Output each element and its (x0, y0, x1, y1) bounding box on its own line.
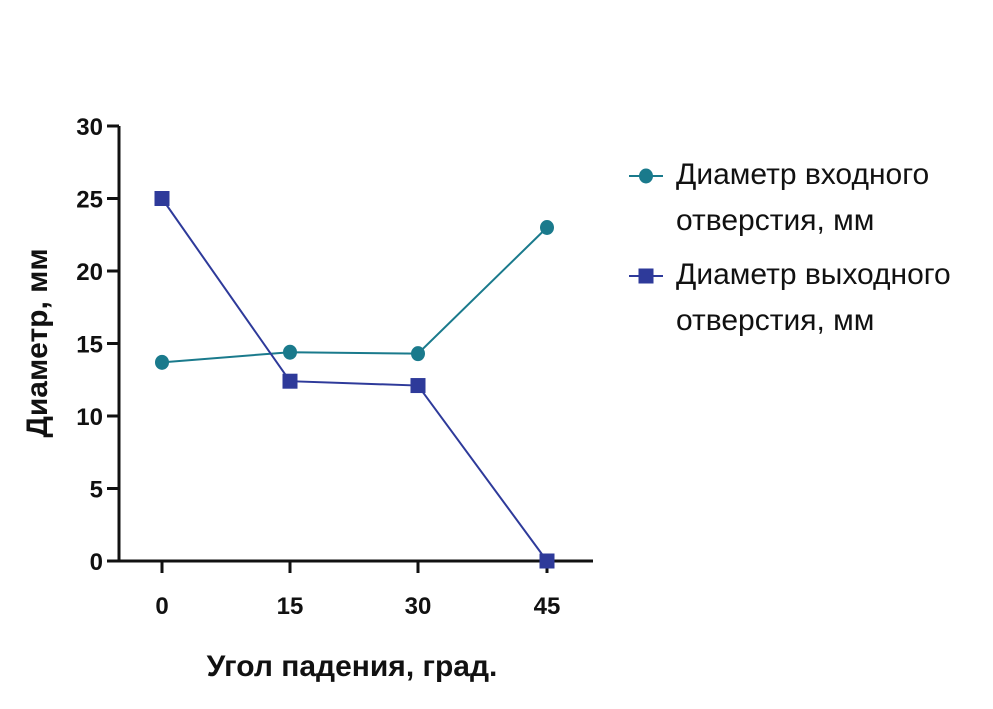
series-1 (155, 220, 554, 370)
series-2-point (154, 191, 170, 206)
y-tick-label: 30 (76, 114, 103, 141)
x-axis-title: Угол падения, град. (207, 650, 498, 683)
y-ticks: 0 5 10 15 20 25 30 (76, 114, 119, 576)
y-tick-label: 10 (76, 404, 103, 431)
x-tick-label: 30 (405, 593, 432, 620)
legend-item-1: Диаметр входного отверстия, мм (629, 158, 929, 237)
y-tick-label: 15 (76, 332, 103, 359)
series-1-point (411, 346, 425, 362)
series-2-point (539, 553, 555, 569)
legend-marker (639, 168, 653, 184)
x-tick-label: 0 (155, 593, 168, 620)
legend-label: отверстия, мм (676, 204, 874, 237)
series-1-point (283, 344, 297, 360)
y-tick-label: 5 (90, 477, 103, 504)
y-axis-title: Диаметр, мм (21, 248, 54, 437)
legend-label: отверстия, мм (676, 304, 874, 337)
series-1-line (161, 226, 548, 364)
legend-item-2: Диаметр выходного отверстия, мм (629, 258, 951, 337)
series-2-line (161, 197, 548, 562)
legend-label: Диаметр выходного (676, 258, 951, 291)
y-tick-label: 0 (90, 549, 103, 576)
series-2-point (282, 373, 298, 389)
x-tick-label: 45 (534, 593, 561, 620)
series-layer (154, 191, 555, 569)
x-tick-label: 15 (277, 593, 304, 620)
legend-label: Диаметр входного (676, 158, 929, 191)
y-tick-label: 20 (76, 259, 103, 286)
x-ticks: 0 15 30 45 (155, 561, 560, 620)
y-tick-label: 25 (76, 187, 103, 214)
series-1-point (155, 354, 169, 370)
axes (107, 126, 593, 563)
series-1-point (540, 220, 554, 235)
series-2-point (410, 378, 426, 394)
series-2 (154, 191, 555, 569)
legend-marker (638, 268, 654, 284)
